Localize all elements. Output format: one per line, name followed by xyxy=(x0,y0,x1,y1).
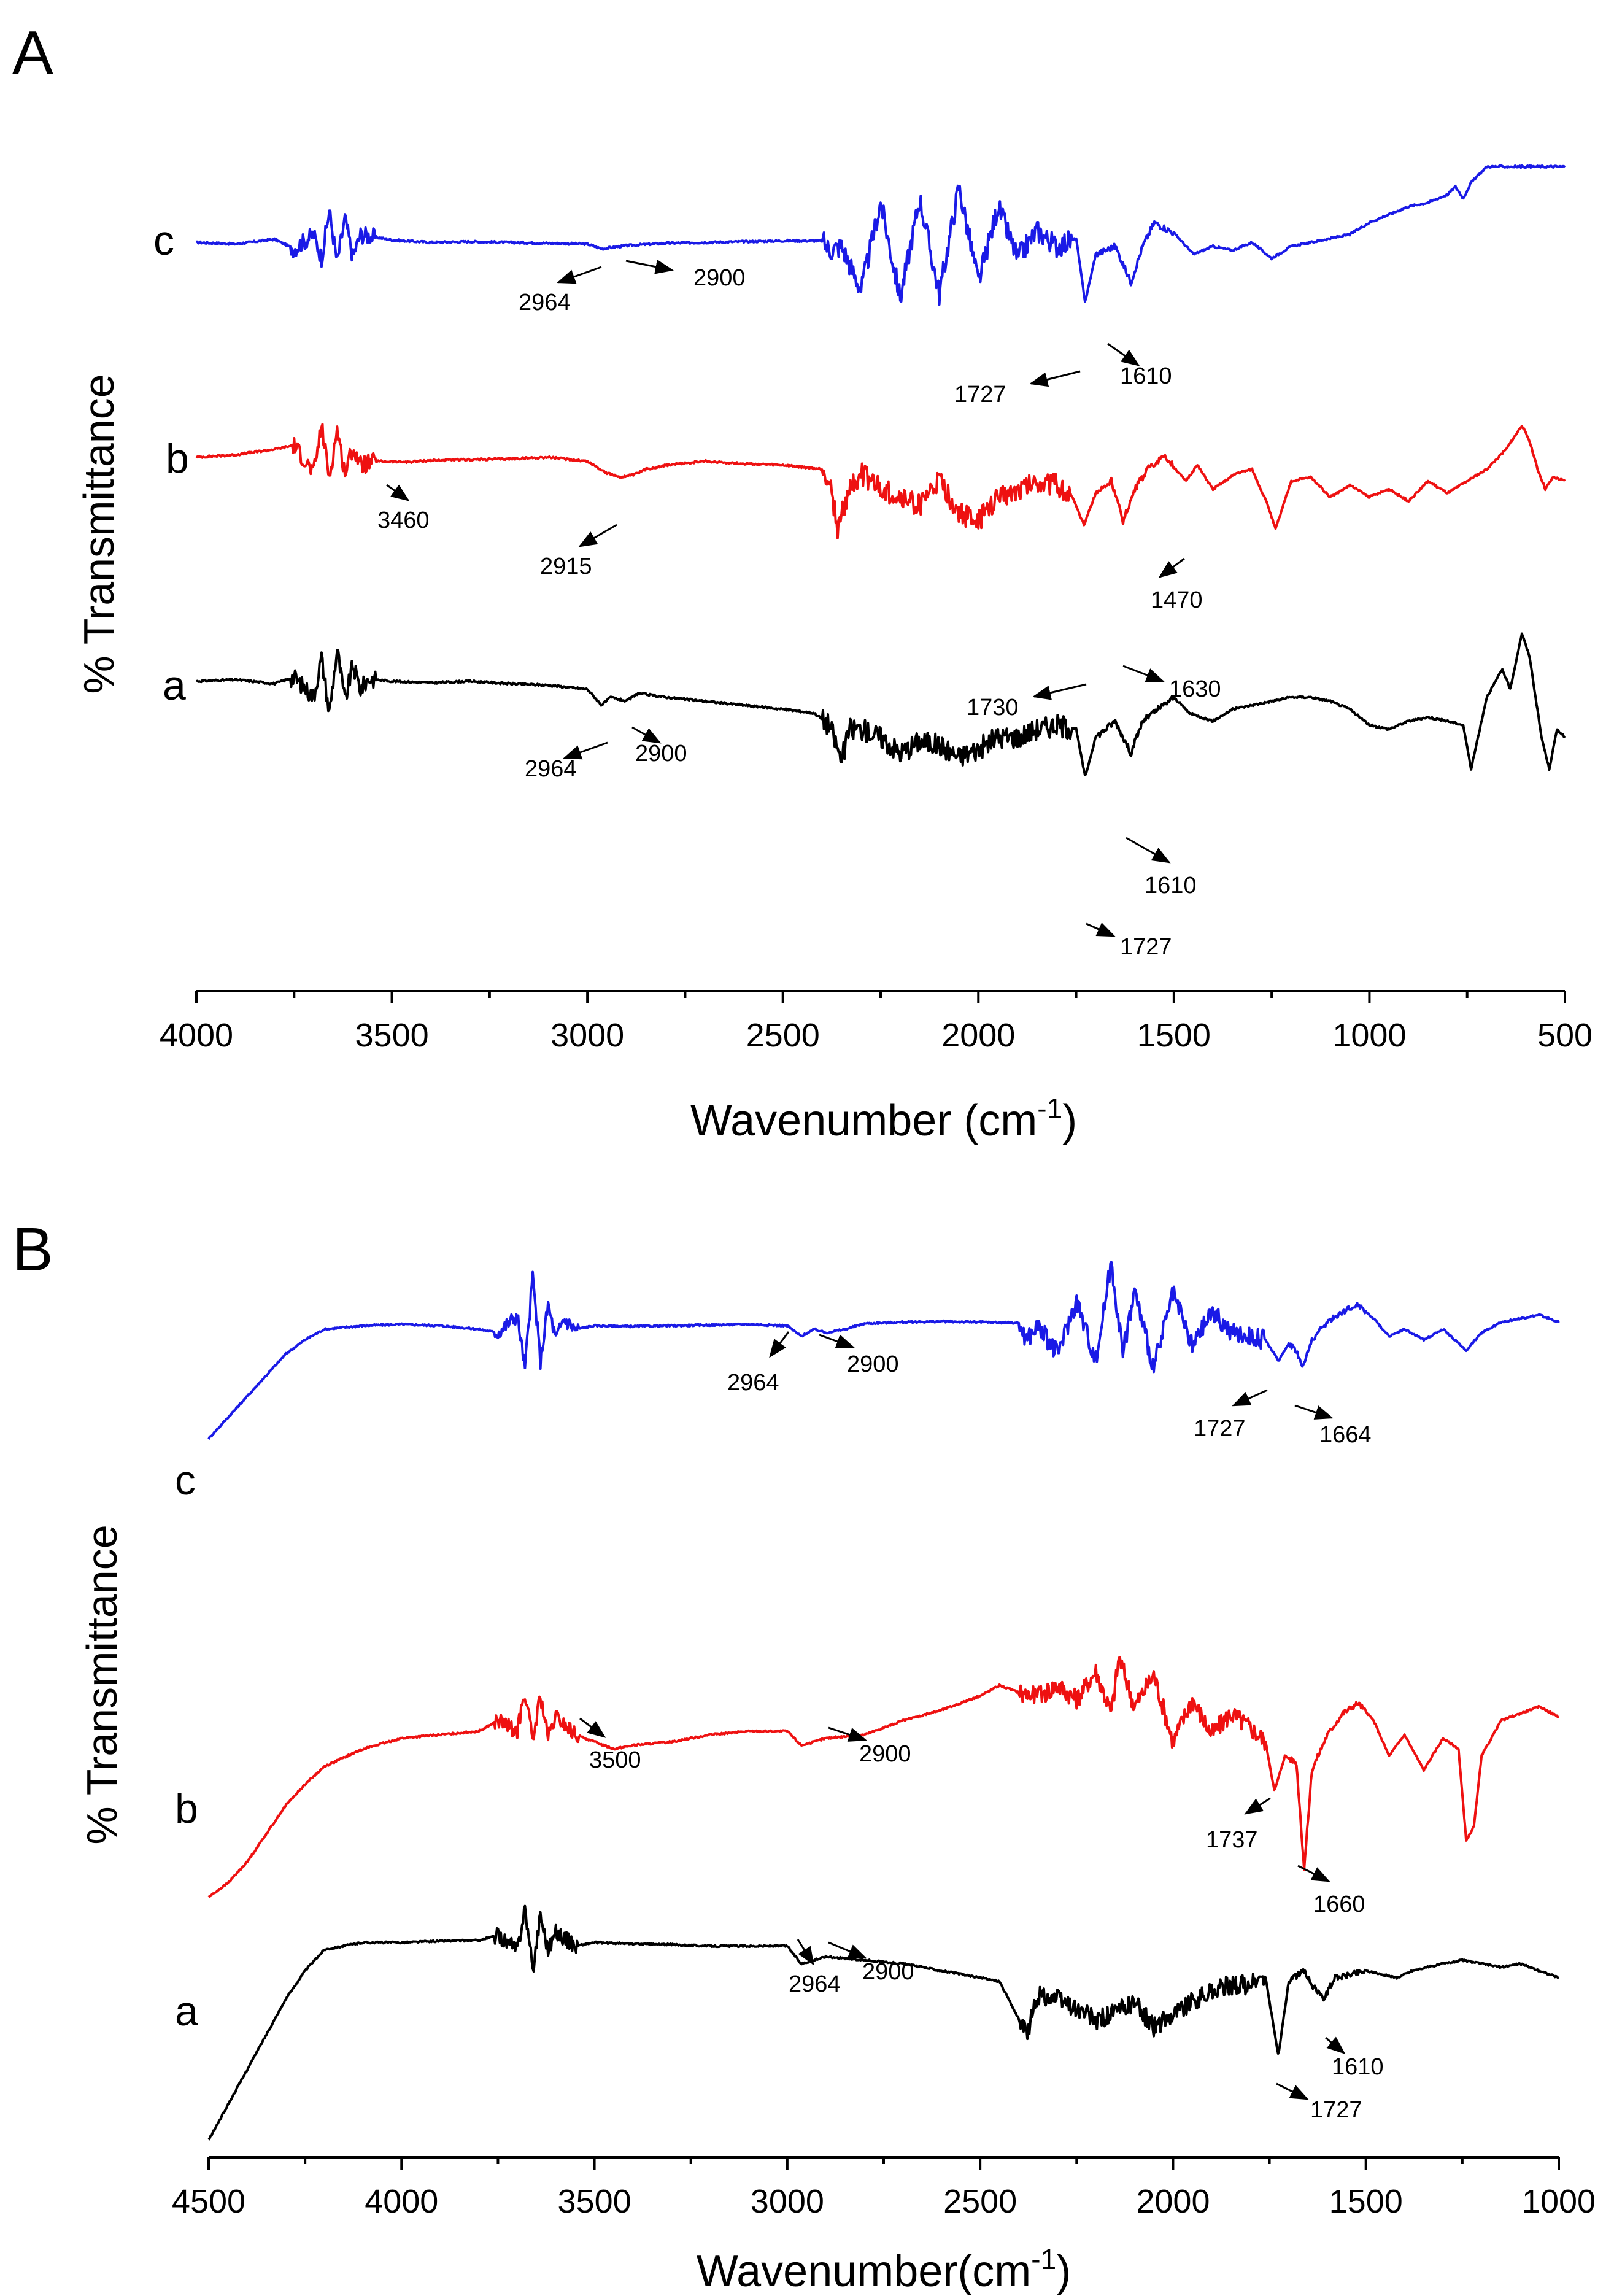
panel-b-spectrum-c xyxy=(207,1261,1560,1440)
panel-a-label-c: c xyxy=(153,217,174,264)
panel-a-spectrum-b xyxy=(195,423,1566,539)
annotation: 2900 xyxy=(693,265,746,291)
x-tick-label: 1500 xyxy=(1137,1017,1211,1054)
annotation: 2964 xyxy=(727,1370,779,1396)
x-tick-label: 2500 xyxy=(943,2183,1017,2220)
x-tick-label: 1500 xyxy=(1329,2183,1403,2220)
annotation: 1727 xyxy=(1310,2097,1362,2123)
annotation: 2915 xyxy=(540,554,592,579)
panel-b-spectrum-b xyxy=(207,1656,1559,1898)
x-tick-label: 3500 xyxy=(355,1017,429,1054)
annotation: 2900 xyxy=(862,1959,914,1985)
panel-b-annotations: 2964 2900 1727 1664 3500 2900 1737 1660 … xyxy=(579,1331,1384,2123)
panel-a-label-b: b xyxy=(166,435,189,482)
panel-a-spectrum-c xyxy=(196,164,1566,306)
annotation: 1727 xyxy=(954,382,1006,408)
panel-a-y-axis-label: % Transmittance xyxy=(75,374,123,694)
x-tick-label: 4000 xyxy=(365,2183,438,2220)
annotation: 1610 xyxy=(1120,363,1172,389)
x-tick-label: 2000 xyxy=(1136,2183,1210,2220)
panel-b-label-b: b xyxy=(175,1785,198,1832)
annotation: 1660 xyxy=(1313,1892,1365,1917)
annotation: 1610 xyxy=(1145,873,1197,899)
panel-b-x-axis-title: Wavenumber(cm-1) xyxy=(697,2243,1071,2296)
panel-b-y-axis-label: % Transmittance xyxy=(78,1525,126,1844)
panel-b-ticks: 4500 4000 3500 3000 2500 2000 1500 1000 xyxy=(172,2157,1596,2220)
annotation: 1664 xyxy=(1319,1422,1372,1448)
x-tick-label: 500 xyxy=(1537,1017,1593,1054)
annotation: 2900 xyxy=(635,741,687,767)
panel-a-x-axis-title: Wavenumber (cm-1) xyxy=(690,1092,1077,1145)
x-tick-label: 2500 xyxy=(746,1017,820,1054)
annotation: 1630 xyxy=(1169,676,1221,702)
annotation: 2964 xyxy=(789,1971,841,1997)
x-tick-label: 3000 xyxy=(550,1017,624,1054)
annotation: 2900 xyxy=(859,1741,911,1767)
annotation: 1730 xyxy=(967,695,1019,721)
x-tick-label: 3500 xyxy=(558,2183,631,2220)
panel-b-label-a: a xyxy=(175,1988,198,2035)
annotation: 2964 xyxy=(519,290,571,315)
panel-b-label-c: c xyxy=(175,1457,196,1504)
annotation: 3500 xyxy=(589,1747,641,1773)
panel-b-spectrum-a xyxy=(207,1904,1560,2141)
x-tick-label: 2000 xyxy=(941,1017,1015,1054)
panel-a-label-a: a xyxy=(163,662,186,709)
annotation: 1610 xyxy=(1332,2054,1384,2080)
annotation: 2964 xyxy=(525,756,577,782)
panel-a-spectrum-a xyxy=(196,632,1566,776)
x-tick-label: 1000 xyxy=(1522,2183,1596,2220)
annotation: 1737 xyxy=(1206,1827,1258,1853)
panel-a-ticks: 4000 3500 3000 2500 2000 1500 1000 500 xyxy=(160,991,1593,1054)
panel-b-letter: B xyxy=(12,1215,53,1284)
annotation: 3460 xyxy=(377,508,430,533)
x-tick-label: 4500 xyxy=(172,2183,245,2220)
annotation: 1727 xyxy=(1120,934,1172,960)
annotation: 1727 xyxy=(1194,1416,1246,1442)
panel-a-annotations: 2964 2900 1727 1610 3460 2915 1730 1630 … xyxy=(377,259,1221,960)
x-tick-label: 4000 xyxy=(160,1017,233,1054)
panel-b: B % Transmittance c b a 4500 4000 3500 3000… xyxy=(12,1215,1596,2296)
x-tick-label: 1000 xyxy=(1332,1017,1406,1054)
panel-a: A % Transmittance c b a 4000 3500 3000 2500… xyxy=(12,18,1593,1145)
panel-a-letter: A xyxy=(12,18,53,87)
annotation: 2900 xyxy=(847,1351,899,1377)
x-tick-label: 3000 xyxy=(751,2183,824,2220)
annotation: 1470 xyxy=(1151,587,1203,613)
